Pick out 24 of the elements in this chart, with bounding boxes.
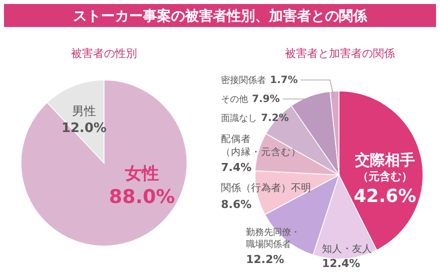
slice-label: 交際相手（元含む）: [354, 151, 415, 183]
data-label: 12.0%: [61, 121, 107, 136]
data-label: 12.4%: [322, 257, 360, 270]
slice-label: 勤務先同僚・職場関係者: [246, 227, 300, 250]
slice-label: 密接関係者: [221, 75, 266, 86]
chart-title: 被害者と加害者の関係: [285, 47, 395, 60]
data-label: 42.6%: [354, 186, 416, 207]
data-label: 7.4%: [221, 161, 252, 174]
data-label: 88.0%: [109, 186, 175, 208]
slice-label: 知人・友人: [322, 243, 372, 255]
text: ストーカー事案の被害者性別、加害者との関係: [73, 8, 368, 24]
slice-label: 配偶者（内縁・元含む）: [221, 133, 301, 158]
chart-title: 被害者の性別: [71, 47, 137, 60]
data-label: 12.2%: [246, 253, 284, 266]
slice-label: その他: [221, 94, 248, 105]
slice-label: 面識なし: [221, 113, 257, 124]
data-label: 8.6%: [221, 198, 252, 211]
pie-slice: [20, 80, 188, 246]
data-label: 7.2%: [261, 113, 289, 124]
slice-label: 女性: [124, 164, 159, 184]
slice-label: 男性: [72, 104, 96, 118]
data-label: 1.7%: [270, 75, 298, 86]
slice-label: 関係（行為者）不明: [221, 182, 311, 194]
data-label: 7.9%: [252, 94, 280, 105]
